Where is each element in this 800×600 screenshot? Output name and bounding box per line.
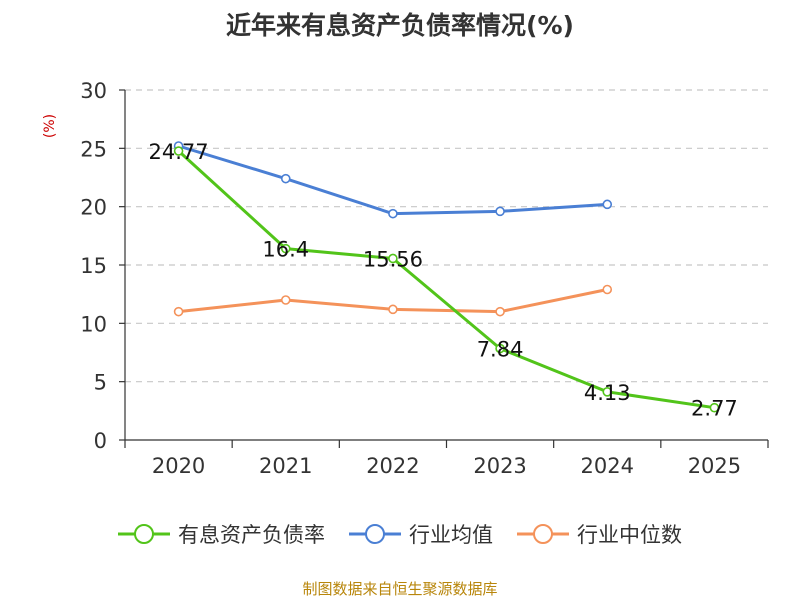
x-tick-label: 2025 xyxy=(688,454,741,478)
data-point-2 xyxy=(495,306,505,317)
legend-symbol-icon xyxy=(349,524,401,544)
y-tick-label: 20 xyxy=(80,196,107,220)
series-line-1 xyxy=(178,144,608,216)
data-label: 15.56 xyxy=(363,247,423,271)
y-tick-label: 5 xyxy=(94,371,107,395)
y-tick-label: 25 xyxy=(80,137,107,161)
data-label: 4.13 xyxy=(584,381,631,405)
legend-symbol-icon xyxy=(517,524,569,544)
source-footer: 制图数据来自恒生聚源数据库 xyxy=(302,580,498,598)
data-point-0 xyxy=(280,243,291,254)
data-label: 2.77 xyxy=(691,397,738,421)
series-lines xyxy=(173,141,720,413)
legend-marker xyxy=(365,524,385,544)
data-point-1 xyxy=(495,206,505,217)
x-tick-label: 2021 xyxy=(259,454,312,478)
y-tick-label: 30 xyxy=(80,79,107,103)
x-tick-label: 2020 xyxy=(152,454,205,478)
data-label: 24.77 xyxy=(149,140,209,164)
data-label: 7.84 xyxy=(477,338,524,362)
chart-title: 近年来有息资产负债率情况(%) xyxy=(226,11,574,40)
series-line-0 xyxy=(177,149,715,410)
y-tick-label: 15 xyxy=(80,254,107,278)
data-point-0 xyxy=(602,387,613,397)
legend-marker xyxy=(134,524,154,544)
legend-marker xyxy=(533,524,553,544)
legend-item[interactable]: 有息资产负债率 xyxy=(118,519,325,549)
legend-label: 行业均值 xyxy=(409,523,493,547)
y-tick-label: 10 xyxy=(80,312,107,336)
x-tick-label: 2023 xyxy=(473,454,526,478)
data-label: 16.4 xyxy=(262,238,309,262)
data-point-2 xyxy=(602,284,613,295)
legend-item[interactable]: 行业均值 xyxy=(349,519,493,549)
data-point-1 xyxy=(602,199,613,210)
data-point-2 xyxy=(173,306,184,317)
y-axis-label: (%) xyxy=(42,113,58,139)
data-point-2 xyxy=(280,295,291,305)
data-point-0 xyxy=(173,146,184,156)
data-point-2 xyxy=(388,304,398,315)
y-tick-label: 0 xyxy=(94,429,107,453)
x-tick-label: 2024 xyxy=(581,454,634,478)
legend-symbol-icon xyxy=(118,524,170,544)
grid-lines xyxy=(125,89,768,383)
legend: 有息资产负债率 行业均值 行业中位数 xyxy=(0,519,800,549)
legend-label: 有息资产负债率 xyxy=(178,523,325,547)
data-point-1 xyxy=(388,208,398,219)
x-tick-label: 2022 xyxy=(366,454,419,478)
data-point-1 xyxy=(280,173,291,184)
data-point-0 xyxy=(388,253,398,264)
data-point-0 xyxy=(495,343,505,354)
data-labels: 24.77 16.4 15.56 7.84 4.13 2.77 xyxy=(149,140,738,421)
legend-label: 行业中位数 xyxy=(577,523,682,547)
legend-item[interactable]: 行业中位数 xyxy=(517,519,682,549)
data-point-0 xyxy=(709,402,720,413)
